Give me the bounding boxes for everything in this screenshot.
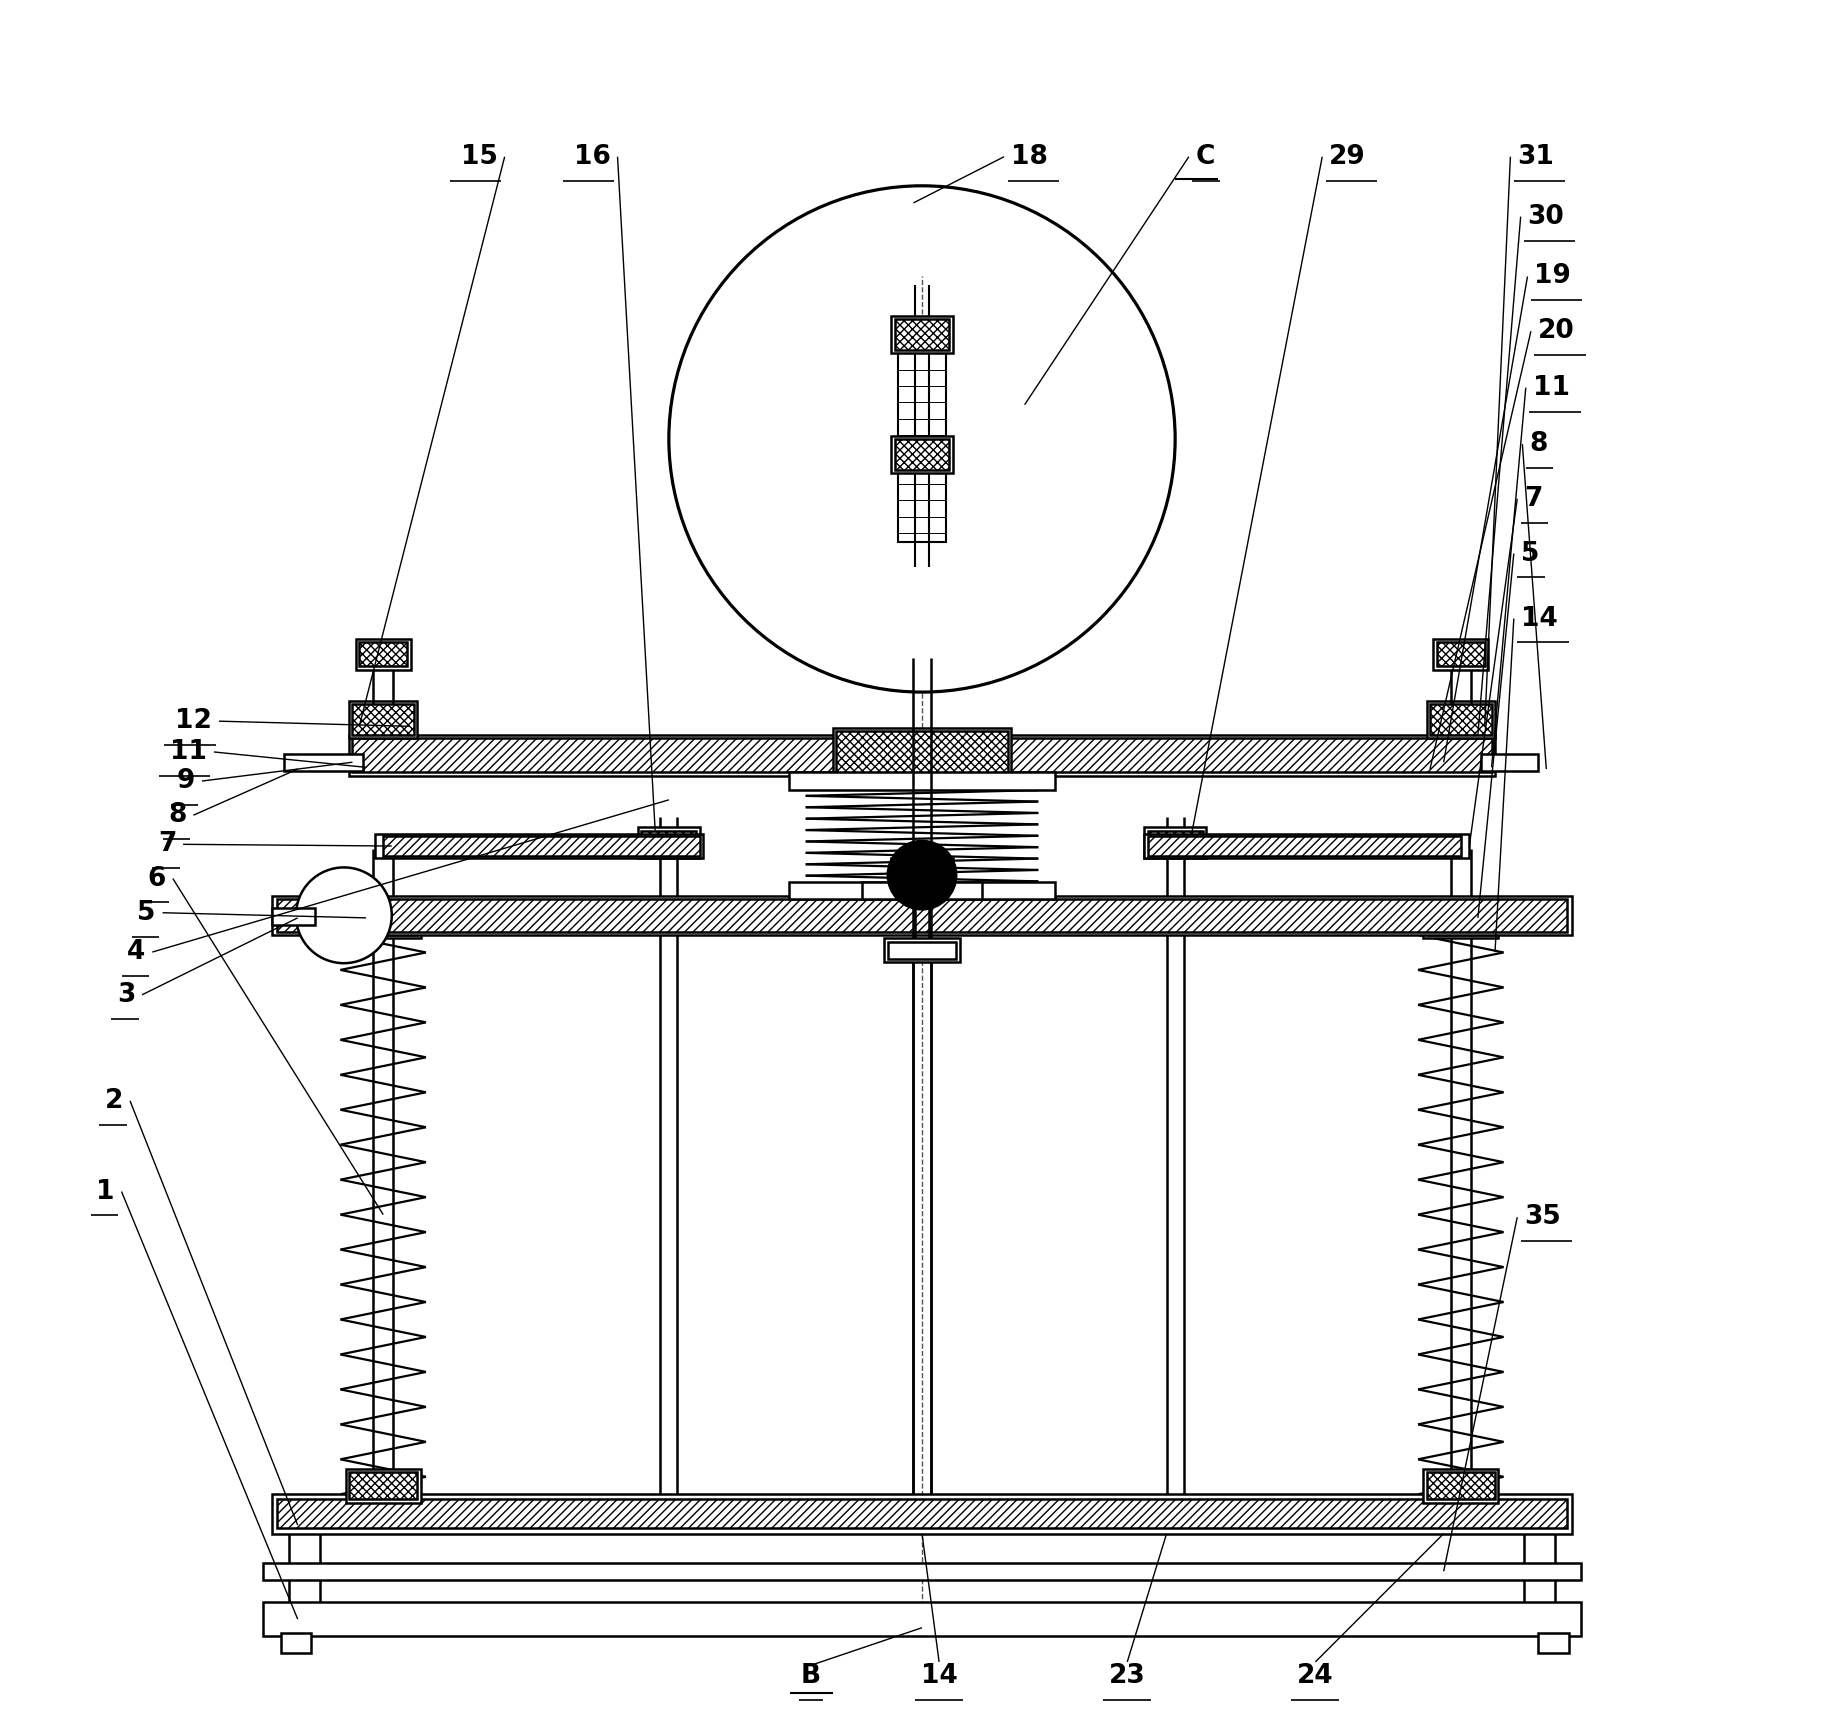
- Text: 12: 12: [175, 709, 212, 734]
- Text: 1: 1: [96, 1179, 114, 1205]
- Circle shape: [887, 841, 957, 909]
- Text: 8: 8: [1529, 431, 1547, 456]
- Text: 3: 3: [116, 982, 135, 1007]
- Bar: [1436, 642, 1484, 666]
- Text: C: C: [1195, 144, 1215, 170]
- Text: 5: 5: [1521, 541, 1540, 566]
- Bar: [1147, 831, 1202, 855]
- Bar: [891, 858, 953, 892]
- Bar: [898, 319, 946, 542]
- Text: 11: 11: [1532, 374, 1569, 400]
- Text: B: B: [800, 1663, 821, 1689]
- Bar: [345, 1469, 420, 1503]
- Text: 9: 9: [177, 769, 195, 795]
- Bar: [349, 901, 417, 935]
- Bar: [789, 772, 1055, 789]
- Bar: [349, 1472, 417, 1500]
- Text: 4: 4: [127, 939, 146, 964]
- Bar: [1433, 638, 1488, 669]
- Bar: [352, 704, 415, 734]
- Bar: [277, 1500, 1567, 1529]
- Bar: [1145, 834, 1470, 858]
- Text: 16: 16: [573, 144, 610, 170]
- Bar: [1145, 827, 1206, 858]
- Bar: [349, 700, 417, 738]
- Bar: [894, 439, 950, 470]
- Bar: [1429, 704, 1492, 734]
- Bar: [638, 827, 699, 858]
- Bar: [349, 734, 1495, 776]
- Bar: [273, 896, 1571, 935]
- Text: 6: 6: [148, 865, 166, 892]
- Bar: [345, 897, 420, 939]
- Text: 11: 11: [170, 740, 207, 765]
- Bar: [789, 882, 1055, 899]
- Bar: [1481, 753, 1538, 770]
- Bar: [273, 1495, 1571, 1534]
- Text: 29: 29: [1330, 144, 1366, 170]
- Text: 14: 14: [920, 1663, 957, 1689]
- Bar: [264, 1563, 1580, 1580]
- Text: 15: 15: [461, 144, 498, 170]
- Text: 23: 23: [1108, 1663, 1145, 1689]
- Circle shape: [297, 867, 391, 963]
- Text: 18: 18: [1011, 144, 1047, 170]
- Bar: [1427, 901, 1495, 935]
- Bar: [642, 831, 697, 855]
- Bar: [891, 436, 953, 474]
- Text: 19: 19: [1534, 264, 1571, 290]
- Bar: [1147, 836, 1460, 856]
- Bar: [1427, 1472, 1495, 1500]
- Text: 30: 30: [1527, 204, 1564, 230]
- Bar: [894, 861, 950, 889]
- Text: 5: 5: [136, 899, 155, 925]
- Bar: [891, 316, 953, 353]
- Text: 31: 31: [1518, 144, 1554, 170]
- Bar: [356, 638, 411, 669]
- Bar: [374, 834, 703, 858]
- Text: 2: 2: [105, 1088, 124, 1114]
- Bar: [284, 753, 363, 770]
- Bar: [273, 908, 315, 925]
- Bar: [384, 836, 699, 856]
- Text: 24: 24: [1296, 1663, 1333, 1689]
- Bar: [894, 319, 950, 350]
- Text: 14: 14: [1521, 606, 1558, 631]
- Bar: [352, 738, 1492, 772]
- Circle shape: [669, 185, 1175, 692]
- Text: 35: 35: [1525, 1205, 1560, 1230]
- Bar: [833, 728, 1011, 782]
- Bar: [277, 899, 1567, 932]
- Bar: [360, 642, 408, 666]
- Bar: [837, 731, 1007, 779]
- Text: 7: 7: [159, 831, 177, 858]
- Bar: [1538, 1634, 1569, 1653]
- Bar: [280, 1634, 312, 1653]
- Bar: [1424, 897, 1499, 939]
- Bar: [1427, 700, 1495, 738]
- Text: 20: 20: [1538, 317, 1575, 345]
- Bar: [863, 882, 981, 899]
- Bar: [885, 939, 959, 963]
- Bar: [264, 1603, 1580, 1637]
- Bar: [1424, 1469, 1499, 1503]
- Bar: [887, 942, 957, 959]
- Text: 7: 7: [1525, 486, 1542, 511]
- Text: 8: 8: [168, 803, 186, 829]
